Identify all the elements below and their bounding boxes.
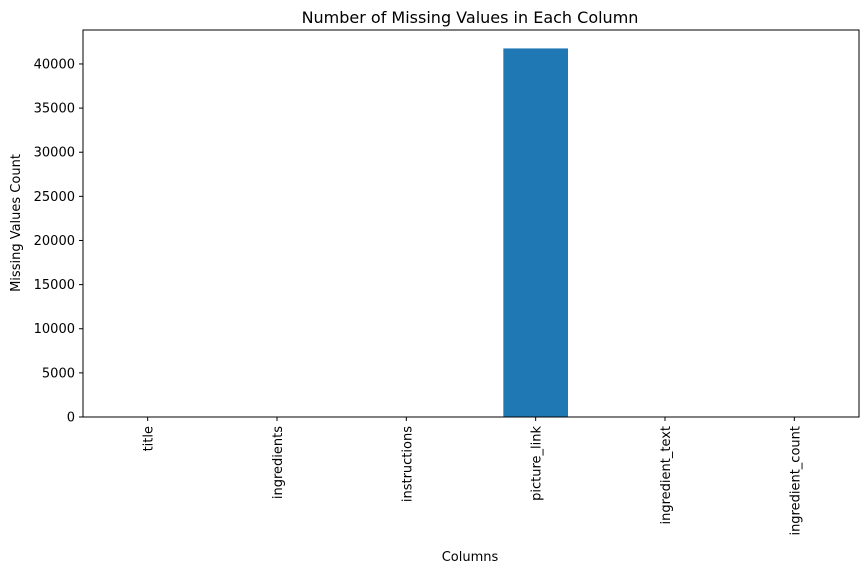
plot-frame	[82, 29, 860, 418]
y-tick-label: 15000	[34, 278, 75, 293]
y-tick-label: 25000	[34, 190, 75, 205]
x-tick-label: ingredient_text	[659, 426, 674, 525]
y-tick-label: 10000	[34, 322, 75, 337]
x-axis: title ingredients instructions picture_link…	[142, 417, 803, 536]
x-tick-label: ingredient_count	[788, 426, 803, 536]
x-tick-label: instructions	[400, 426, 415, 502]
chart-title: Number of Missing Values in Each Column	[302, 8, 639, 27]
bars-group	[503, 48, 568, 418]
x-axis-label: Columns	[442, 550, 499, 565]
y-tick-label: 35000	[34, 102, 75, 117]
y-tick-label: 20000	[34, 234, 75, 249]
x-tick-label: ingredients	[271, 426, 286, 499]
y-tick-label: 5000	[42, 366, 75, 381]
y-tick-label: 0	[67, 411, 75, 426]
y-tick-label: 40000	[34, 57, 75, 72]
y-axis: 0 5000 10000 15000 20000 25000 30000 35000 40000	[34, 57, 83, 426]
y-axis-label: Missing Values Count	[9, 154, 24, 292]
x-tick-label: picture_link	[530, 426, 545, 501]
x-tick-label: title	[142, 426, 157, 451]
bar-picture-link	[503, 48, 568, 418]
y-tick-label: 30000	[34, 146, 75, 161]
